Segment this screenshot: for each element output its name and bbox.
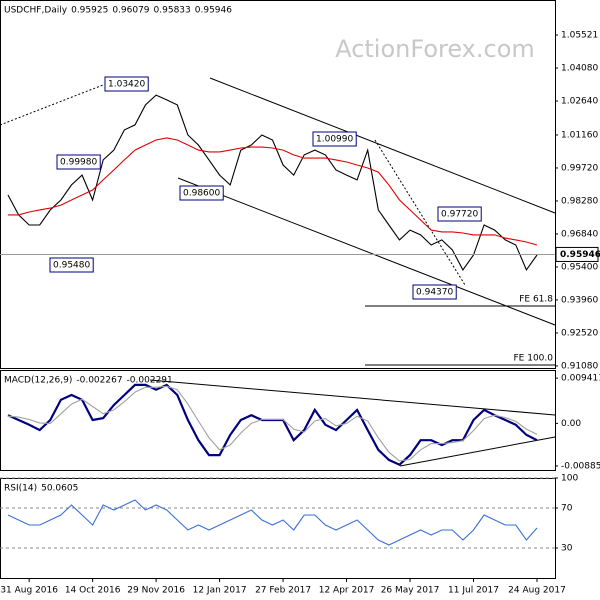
fe-label: FE 61.8 — [519, 295, 553, 305]
price-label-box — [104, 76, 149, 92]
x-tick-label: 29 Nov 2016 — [127, 586, 185, 596]
x-tick-label: 24 Aug 2017 — [508, 586, 566, 596]
panel-frame — [0, 370, 556, 471]
y-tick-label: 70 — [561, 504, 573, 514]
x-tick-label: 31 Aug 2016 — [0, 586, 58, 596]
y-tick-label: 100 — [561, 474, 578, 484]
x-tick-label: 12 Apr 2017 — [319, 586, 375, 596]
price-label-box — [437, 206, 482, 222]
y-tick-label: 0.96840 — [561, 229, 598, 239]
current-price-label: 0.95946 — [560, 250, 600, 260]
price-label: 0.98600 — [183, 189, 220, 199]
series-line — [7, 499, 538, 546]
price-label: 1.03420 — [108, 80, 145, 90]
price-label: 1.00990 — [316, 135, 353, 145]
y-tick-label: 1.04080 — [561, 64, 598, 74]
y-tick-label: 1.01160 — [561, 130, 598, 140]
panel-frame — [0, 0, 556, 369]
x-tick-label: 26 May 2017 — [381, 586, 440, 596]
price-label-box — [412, 284, 457, 300]
y-tick-label: 0.91080 — [561, 361, 598, 371]
y-tick-label: 0.93960 — [561, 295, 598, 305]
trend-line — [177, 177, 556, 326]
price-label: 0.97720 — [441, 210, 478, 220]
reading: 0.95833 — [154, 6, 191, 16]
price-label-box — [56, 154, 101, 170]
series-line — [8, 137, 538, 246]
price-label-box — [49, 257, 94, 273]
reading: 0.96079 — [112, 6, 149, 16]
trend-line — [399, 436, 556, 467]
series-line — [7, 385, 538, 462]
y-tick-label: 0.99720 — [561, 163, 598, 173]
x-tick-label: 11 Jul 2017 — [448, 586, 499, 596]
reading: 0.95946 — [195, 6, 232, 16]
current-price-box — [555, 246, 599, 262]
x-tick-label: 14 Oct 2016 — [65, 586, 121, 596]
price-label-box — [312, 131, 357, 147]
panel-title: RSI(14) — [4, 484, 37, 494]
trend-line — [374, 139, 466, 286]
y-tick-label: 1.05521 — [561, 31, 598, 41]
reading: -0.002291 — [127, 376, 173, 386]
y-tick-label: 0.00 — [561, 419, 581, 429]
y-tick-label: 0.98280 — [561, 196, 598, 206]
reading: -0.002267 — [76, 376, 122, 386]
panel-title: MACD(12,26,9) — [4, 376, 72, 386]
fe-label: FE 100.0 — [514, 354, 554, 364]
y-tick-label: 0.009411 — [561, 374, 600, 384]
reading: 50.0605 — [41, 484, 78, 494]
y-tick-label: 1.02640 — [561, 97, 598, 107]
y-tick-label: -0.008852 — [561, 461, 600, 471]
price-label: 0.95480 — [53, 261, 90, 271]
reading: 0.95925 — [71, 6, 108, 16]
panel-title: USDCHF,Daily — [4, 6, 68, 16]
trend-line — [209, 77, 556, 214]
watermark: ActionForex.com — [335, 35, 535, 63]
price-label: 0.99980 — [60, 158, 97, 168]
y-tick-label: 0.95400 — [561, 262, 598, 272]
x-tick-label: 12 Jan 2017 — [193, 586, 247, 596]
trend-line — [0, 84, 104, 126]
trend-line — [149, 379, 556, 416]
price-label: 0.94370 — [416, 288, 453, 298]
y-tick-label: 0.92520 — [561, 328, 598, 338]
y-tick-label: 30 — [561, 544, 573, 554]
x-tick-label: 27 Feb 2017 — [255, 586, 311, 596]
price-label-box — [179, 185, 224, 201]
